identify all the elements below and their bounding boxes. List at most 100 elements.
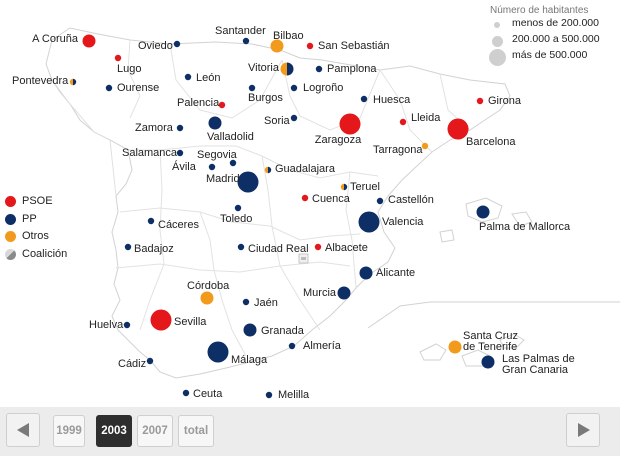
city-marker-madrid[interactable] xyxy=(237,171,259,193)
marker-dot xyxy=(237,171,259,193)
city-label-madrid: Madrid xyxy=(206,173,240,185)
city-label-las-palmas-de-gran-canaria: Las Palmas de Gran Canaria xyxy=(502,353,575,376)
marker-half-a xyxy=(280,62,287,76)
city-marker-segovia[interactable] xyxy=(229,159,237,167)
city-marker-granada[interactable] xyxy=(243,323,257,337)
year-button-2003[interactable]: 2003 xyxy=(96,415,132,447)
marker-half-b xyxy=(268,166,272,174)
city-marker-ciudad-real[interactable] xyxy=(237,243,245,251)
city-marker-ceuta[interactable] xyxy=(182,389,190,397)
city-marker-bilbao[interactable] xyxy=(270,39,284,53)
city-marker-alicante[interactable] xyxy=(359,266,373,280)
scale-icon xyxy=(298,253,309,264)
city-marker-santander[interactable] xyxy=(242,37,250,45)
party-legend-label-pp: PP xyxy=(22,212,37,225)
city-marker-huelva[interactable] xyxy=(123,321,131,329)
marker-dot xyxy=(114,54,122,62)
city-marker-melilla[interactable] xyxy=(265,391,273,399)
canary-frame xyxy=(367,301,620,329)
city-marker-huesca[interactable] xyxy=(360,95,368,103)
city-marker-murcia[interactable] xyxy=(337,286,351,300)
prev-year-button[interactable] xyxy=(6,413,40,447)
city-marker-badajoz[interactable] xyxy=(124,243,132,251)
city-marker-pontevedra[interactable] xyxy=(69,78,77,86)
next-year-button[interactable] xyxy=(566,413,600,447)
city-marker-valladolid[interactable] xyxy=(208,116,222,130)
marker-dot xyxy=(234,204,242,212)
city-marker-caceres[interactable] xyxy=(147,217,155,225)
city-marker-salamanca[interactable] xyxy=(176,149,184,157)
marker-dot xyxy=(147,217,155,225)
marker-dot xyxy=(306,42,314,50)
city-label-granada: Granada xyxy=(261,325,305,337)
city-marker-las-palmas-de-gran-canaria[interactable] xyxy=(481,355,495,369)
marker-dot xyxy=(315,65,323,73)
city-marker-santa-cruz-de-tenerife[interactable] xyxy=(448,340,462,354)
size-legend-label-medium: 200.000 a 500.000 xyxy=(512,33,600,45)
city-marker-vitoria[interactable] xyxy=(280,62,294,76)
city-marker-leon[interactable] xyxy=(184,73,192,81)
city-marker-ourense[interactable] xyxy=(105,84,113,92)
city-label-vitoria: Vitoria xyxy=(248,62,280,74)
city-marker-almeria[interactable] xyxy=(288,342,296,350)
party-legend-label-psoe: PSOE xyxy=(22,195,53,207)
arrow-left-icon xyxy=(17,423,29,437)
city-marker-girona[interactable] xyxy=(476,97,484,105)
city-marker-a-coruna[interactable] xyxy=(82,34,96,48)
marker-dot xyxy=(184,73,192,81)
city-marker-malaga[interactable] xyxy=(207,341,229,363)
marker-half-b xyxy=(344,183,348,191)
marker-dot xyxy=(248,84,256,92)
city-marker-cuenca[interactable] xyxy=(301,194,309,202)
city-marker-lleida[interactable] xyxy=(399,118,407,126)
city-label-ciudad-real: Ciudad Real xyxy=(248,243,309,255)
marker-dot xyxy=(218,101,226,109)
marker-dot xyxy=(208,116,222,130)
year-button-2007[interactable]: 2007 xyxy=(137,415,173,447)
party-legend-label-coalicion: Coalición xyxy=(22,247,68,260)
city-marker-castellon[interactable] xyxy=(376,197,384,205)
marker-dot xyxy=(290,114,298,122)
city-marker-palencia[interactable] xyxy=(218,101,226,109)
size-legend-dot-small xyxy=(494,22,500,28)
city-marker-albacete[interactable] xyxy=(314,243,322,251)
city-marker-teruel[interactable] xyxy=(340,183,348,191)
city-marker-zaragoza[interactable] xyxy=(339,113,361,135)
city-marker-lugo[interactable] xyxy=(114,54,122,62)
city-label-salamanca: Salamanca xyxy=(122,147,178,159)
city-marker-cordoba[interactable] xyxy=(200,291,214,305)
city-label-badajoz: Badajoz xyxy=(134,243,174,255)
city-marker-oviedo[interactable] xyxy=(173,40,181,48)
city-marker-soria[interactable] xyxy=(290,114,298,122)
city-marker-barcelona[interactable] xyxy=(447,118,469,140)
city-marker-toledo[interactable] xyxy=(234,204,242,212)
city-marker-logrono[interactable] xyxy=(290,84,298,92)
party-legend-dot-psoe xyxy=(5,196,16,207)
city-marker-san-sebastian[interactable] xyxy=(306,42,314,50)
city-marker-zamora[interactable] xyxy=(176,124,184,132)
city-marker-palma-de-mallorca[interactable] xyxy=(476,205,490,219)
marker-dot xyxy=(448,340,462,354)
marker-dot xyxy=(146,357,154,365)
city-marker-sevilla[interactable] xyxy=(150,309,172,331)
city-label-huelva: Huelva xyxy=(89,319,124,331)
city-marker-guadalajara[interactable] xyxy=(264,166,272,174)
city-labels: A Coruña Lugo Oviedo Santander Bilbao San Seb… xyxy=(12,25,575,401)
city-label-sevilla: Sevilla xyxy=(174,316,207,328)
party-legend-dot-otros xyxy=(5,231,16,242)
city-marker-burgos[interactable] xyxy=(248,84,256,92)
year-button-1999[interactable]: 1999 xyxy=(53,415,85,447)
city-marker-tarragona[interactable] xyxy=(421,142,429,150)
map-land xyxy=(45,27,620,379)
city-label-caceres: Cáceres xyxy=(158,219,199,231)
city-label-santa-cruz-de-tenerife: Santa Cruz de Tenerife xyxy=(463,330,518,353)
city-marker-cadiz[interactable] xyxy=(146,357,154,365)
city-marker-pamplona[interactable] xyxy=(315,65,323,73)
city-label-jaen: Jaén xyxy=(254,297,278,309)
city-marker-avila[interactable] xyxy=(208,163,216,171)
spain-map: A Coruña Lugo Oviedo Santander Bilbao San Seb… xyxy=(12,25,620,401)
marker-dot xyxy=(476,97,484,105)
city-marker-jaen[interactable] xyxy=(242,298,250,306)
city-marker-valencia[interactable] xyxy=(358,211,380,233)
year-button-total[interactable]: total xyxy=(178,415,214,447)
